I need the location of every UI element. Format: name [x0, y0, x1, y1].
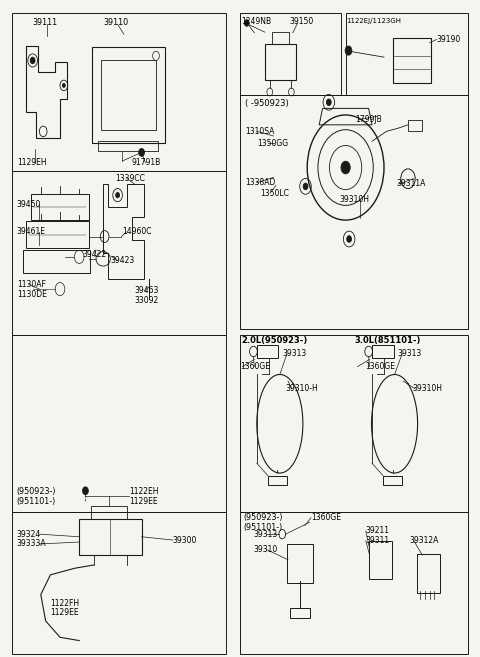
Circle shape [303, 183, 308, 190]
Text: 1350GG: 1350GG [257, 139, 288, 148]
Text: 39310: 39310 [253, 545, 277, 555]
Text: 1130AF: 1130AF [17, 280, 46, 289]
Text: 1360GE: 1360GE [311, 513, 341, 522]
Text: (951101-): (951101-) [244, 523, 283, 532]
Text: 39422: 39422 [83, 250, 107, 259]
Text: 39461E: 39461E [17, 227, 46, 237]
Text: 14960C: 14960C [122, 227, 152, 237]
Circle shape [244, 20, 249, 26]
Text: 1350LC: 1350LC [261, 189, 289, 198]
Circle shape [347, 236, 351, 242]
Text: 33092: 33092 [134, 296, 159, 305]
Text: 39333A: 39333A [17, 539, 47, 549]
Text: 39300: 39300 [173, 535, 197, 545]
Circle shape [83, 487, 88, 495]
Text: 1122EH: 1122EH [130, 487, 159, 496]
Text: 1799JB: 1799JB [355, 115, 382, 124]
Text: 39423: 39423 [110, 256, 135, 265]
Text: 39110: 39110 [103, 18, 128, 27]
Text: 39310-H: 39310-H [286, 384, 318, 394]
Text: 1129EE: 1129EE [130, 497, 158, 506]
Circle shape [62, 83, 65, 87]
Text: 39311: 39311 [366, 536, 390, 545]
Text: 39310H: 39310H [413, 384, 443, 394]
Text: (950923-): (950923-) [17, 487, 56, 496]
Text: 39150: 39150 [289, 16, 314, 26]
Circle shape [326, 99, 331, 106]
Text: 1122FH: 1122FH [50, 599, 80, 608]
Text: 1338AD: 1338AD [245, 178, 275, 187]
Text: ( -950923): ( -950923) [245, 99, 288, 108]
Text: 39310H: 39310H [339, 194, 369, 204]
Circle shape [30, 57, 35, 64]
Text: 1310SA: 1310SA [245, 127, 274, 136]
Text: 1129EH: 1129EH [17, 158, 47, 168]
Text: 39313: 39313 [282, 349, 307, 358]
Text: 39324: 39324 [17, 530, 41, 539]
Text: 39463: 39463 [134, 286, 159, 295]
Text: 1339CC: 1339CC [115, 173, 145, 183]
Text: 39311A: 39311A [396, 179, 425, 189]
Text: 39313: 39313 [253, 530, 277, 539]
Text: 39111: 39111 [33, 18, 58, 27]
Text: 1360GE: 1360GE [365, 362, 395, 371]
Text: 1129EE: 1129EE [50, 608, 79, 618]
Text: 39211: 39211 [366, 526, 390, 535]
Text: 39450: 39450 [17, 200, 41, 209]
Text: (950923-): (950923-) [244, 513, 283, 522]
Circle shape [139, 148, 144, 156]
Text: 39190: 39190 [437, 35, 461, 44]
Text: 3.0L(851101-): 3.0L(851101-) [354, 336, 420, 345]
Text: 1130DE: 1130DE [17, 290, 47, 299]
Text: 1360GE: 1360GE [240, 362, 270, 371]
Text: (951101-): (951101-) [17, 497, 56, 506]
Text: 1249NB: 1249NB [241, 16, 271, 26]
Circle shape [116, 193, 120, 198]
Text: 1122EJ/1123GH: 1122EJ/1123GH [347, 18, 402, 24]
Circle shape [345, 46, 352, 55]
Text: 91791B: 91791B [132, 158, 161, 168]
Text: 39313: 39313 [397, 349, 422, 358]
Text: 39312A: 39312A [409, 536, 438, 545]
Circle shape [341, 161, 350, 174]
Text: 2.0L(950923-): 2.0L(950923-) [241, 336, 307, 345]
